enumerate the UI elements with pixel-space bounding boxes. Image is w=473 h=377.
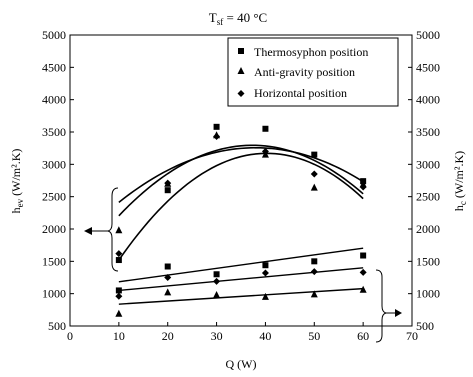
triangle-condenser-marker [310,290,318,298]
y-tick-label-right: 500 [416,319,434,333]
x-tick-label: 20 [162,329,174,343]
legend-label-anti-gravity: Anti-gravity position [254,65,355,79]
square-evaporator-marker [115,257,122,264]
fit-curves [118,144,364,305]
square-condenser-marker [115,287,122,294]
data-markers [115,123,367,317]
right-arrow-icon [395,309,402,317]
x-tick-label: 60 [357,329,369,343]
square-condenser-marker [164,263,171,270]
x-tick-label: 70 [406,329,418,343]
diamond-evaporator-marker [213,133,221,141]
y-tick-label-left: 5000 [42,28,66,42]
y-axis-label-right: hc (W/m².K) [452,151,468,211]
triangle-condenser-marker [213,290,221,298]
condenser-fit-line [118,287,364,305]
diamond-condenser-marker [359,268,367,276]
diamond-condenser-marker [261,269,269,277]
condenser-fit-line [118,267,364,292]
x-tick-label: 10 [113,329,125,343]
diamond-evaporator-marker [359,183,367,191]
diamond-condenser-marker [164,274,172,281]
y-tick-label-left: 3500 [42,125,66,139]
evaporator-fit-curve [118,152,364,261]
y-tick-label-left: 1500 [42,254,66,268]
diamond-condenser-marker [310,268,318,276]
legend-label-thermosyphon: Thermosyphon position [254,45,368,59]
x-tick-label: 30 [211,329,223,343]
y-tick-label-right: 3000 [416,157,440,171]
y-tick-label-left: 4000 [42,93,66,107]
y-tick-label-left: 2000 [42,222,66,236]
square-evaporator-marker [213,123,220,130]
y-tick-label-right: 4500 [416,60,440,74]
square-condenser-marker [311,258,318,265]
legend-box [227,37,399,107]
diamond-evaporator-marker [261,147,269,155]
plot-area-frame [69,34,413,327]
diamond-condenser-marker [213,277,221,285]
legend: Thermosyphon position Anti-gravity posit… [227,37,399,107]
square-condenser-marker [360,252,367,259]
legend-diamond-marker [237,90,245,97]
y-tick-label-left: 3000 [42,157,66,171]
x-tick-label: 0 [67,329,73,343]
y-tick-label-left: 1000 [42,287,66,301]
y-tick-label-right: 4000 [416,93,440,107]
y-tick-label-right: 1500 [416,254,440,268]
right-brace [375,269,387,343]
triangle-condenser-marker [115,309,123,317]
triangle-evaporator-marker [115,226,123,234]
square-condenser-marker [262,262,269,269]
x-tick-label: 50 [308,329,320,343]
y-tick-label-left: 4500 [42,60,66,74]
square-condenser-marker [213,271,220,278]
triangle-condenser-marker [164,288,172,296]
diamond-evaporator-marker [115,250,123,258]
y-tick-label-right: 2500 [416,190,440,204]
evaporator-fit-curve [118,146,364,203]
chart-title: Tsf = 40 °C [209,10,267,27]
y-tick-label-right: 2000 [416,222,440,236]
diamond-condenser-marker [115,292,123,300]
legend-triangle-marker [237,67,245,74]
y-tick-label-right: 3500 [416,125,440,139]
left-arrow-icon [84,227,92,235]
triangle-condenser-marker [261,292,269,300]
legend-square-marker [238,48,244,54]
triangle-condenser-marker [359,285,367,293]
x-tick-label: 40 [259,329,271,343]
diamond-evaporator-marker [164,179,172,187]
square-evaporator-marker [311,151,318,158]
square-evaporator-marker [262,125,269,132]
square-evaporator-marker [164,187,171,194]
y-tick-label-left: 2500 [42,190,66,204]
triangle-evaporator-marker [310,183,318,191]
diamond-evaporator-marker [310,170,318,178]
y-tick-label-right: 1000 [416,287,440,301]
evaporator-fit-curve [118,144,364,217]
x-axis-label: Q (W) [226,357,257,371]
condenser-fit-line [118,247,364,283]
y-axis-label-left: hev (W/m².K) [9,149,25,214]
legend-label-horizontal: Horizontal position [254,86,347,100]
y-tick-label-left: 500 [48,319,66,333]
y-tick-label-right: 5000 [416,28,440,42]
